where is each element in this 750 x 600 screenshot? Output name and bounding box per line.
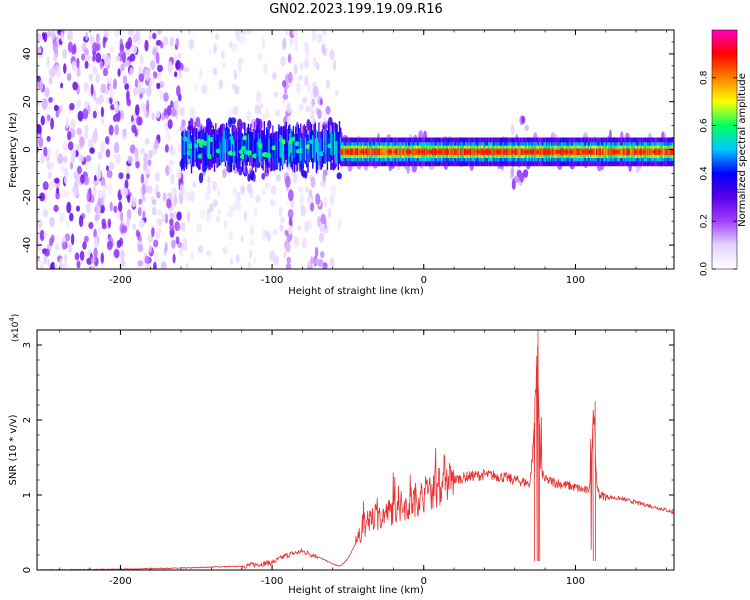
x-tick-label: -200 xyxy=(109,576,132,587)
snr-series-line xyxy=(37,330,674,570)
y-tick-label: -20 xyxy=(22,189,33,205)
snr-y-axis: 0 1 2 3 xyxy=(22,329,674,573)
colorbar-gradient xyxy=(712,30,737,269)
colorbar-label: Normalized spectral amplitude xyxy=(737,73,748,227)
colorbar-tick-label: 0.2 xyxy=(700,214,710,228)
spectrogram-image xyxy=(37,30,674,269)
figure-title: GN02.2023.199.19.09.R16 xyxy=(269,2,443,17)
x-tick-label: 100 xyxy=(566,576,585,587)
x-tick-label: -100 xyxy=(261,275,284,286)
spectrogram-y-axis: -40 -20 0 20 40 xyxy=(22,29,674,270)
x-tick-label: 0 xyxy=(421,275,427,286)
y-tick-label: 1 xyxy=(22,492,33,498)
snr-y-label: SNR (10 * v/v) xyxy=(8,414,19,485)
snr-frame xyxy=(36,329,675,571)
snr-x-axis: -200 -100 0 100 xyxy=(59,330,667,587)
spectrogram-y-label: Frequency (Hz) xyxy=(8,112,19,188)
y-tick-label: 3 xyxy=(22,342,33,348)
colorbar-ticks: 0.0 0.2 0.4 0.6 0.8 xyxy=(700,70,737,277)
y-tick-label: 0 xyxy=(22,146,33,152)
colorbar-frame xyxy=(711,29,738,270)
colorbar-tick-label: 0.4 xyxy=(700,166,710,181)
x-tick-label: -200 xyxy=(109,275,132,286)
y-tick-label: 20 xyxy=(22,95,33,108)
colorbar-tick-label: 0.6 xyxy=(700,118,710,133)
x-tick-label: 100 xyxy=(566,275,585,286)
snr-x-label: Height of straight line (km) xyxy=(288,585,424,596)
colorbar: 0.0 0.2 0.4 0.6 0.8 Normalized spectral ampl… xyxy=(700,29,748,277)
y-tick-label: 2 xyxy=(22,417,33,423)
y-tick-label: 40 xyxy=(22,48,33,61)
x-tick-label: 0 xyxy=(421,576,427,587)
snr-y-multiplier: (x104) xyxy=(8,314,21,342)
colorbar-tick-label: 0.0 xyxy=(700,262,710,277)
spectrogram-x-label: Height of straight line (km) xyxy=(288,286,424,297)
y-tick-label: -40 xyxy=(22,237,33,253)
snr-panel: -200 -100 0 100 0 1 2 3 Height of straight lin… xyxy=(8,314,675,596)
x-tick-label: -100 xyxy=(261,576,284,587)
y-tick-label: 0 xyxy=(22,567,33,573)
spectrogram-x-axis: -200 -100 0 100 xyxy=(59,30,667,286)
colorbar-tick-label: 0.8 xyxy=(700,70,710,85)
